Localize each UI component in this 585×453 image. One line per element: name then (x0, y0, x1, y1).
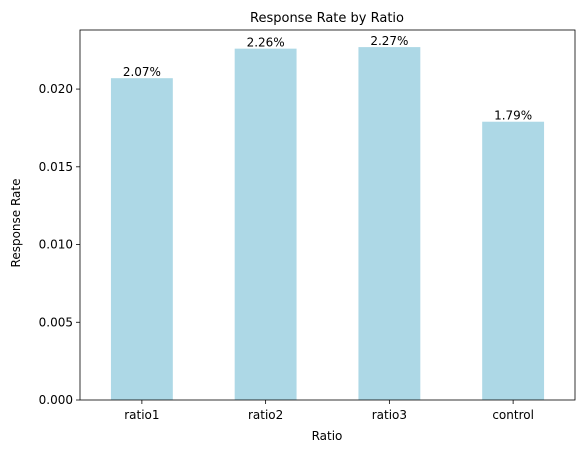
x-tick-label: ratio3 (372, 408, 407, 422)
y-tick-label: 0.010 (39, 238, 73, 252)
bar-ratio3 (358, 47, 421, 401)
bar-ratio1 (110, 78, 173, 401)
bar-control (482, 121, 545, 400)
data-label-ratio1: 2.07% (123, 65, 161, 79)
data-label-ratio3: 2.27% (370, 34, 408, 48)
data-label-ratio2: 2.26% (247, 36, 285, 50)
y-axis-label: Response Rate (9, 179, 23, 268)
x-axis-label: Ratio (312, 429, 343, 443)
x-tick-label: control (492, 408, 534, 422)
data-label-control: 1.79% (494, 109, 532, 123)
x-tick-label: ratio1 (124, 408, 159, 422)
bars-group (110, 47, 545, 401)
bar-ratio2 (234, 48, 297, 401)
data-labels-group: 2.07% 2.26% 2.27% 1.79% (123, 34, 532, 123)
x-tick-label: ratio2 (248, 408, 283, 422)
y-axis-ticks: 0.000 0.005 0.010 0.015 0.020 (39, 82, 80, 407)
plot-frame (79, 29, 576, 401)
y-tick-label: 0.000 (39, 393, 73, 407)
y-tick-label: 0.005 (39, 315, 73, 329)
x-axis-ticks: ratio1 ratio2 ratio3 control (124, 400, 534, 422)
y-tick-label: 0.020 (39, 82, 73, 96)
chart-title: Response Rate by Ratio (250, 11, 404, 26)
y-tick-label: 0.015 (39, 160, 73, 174)
